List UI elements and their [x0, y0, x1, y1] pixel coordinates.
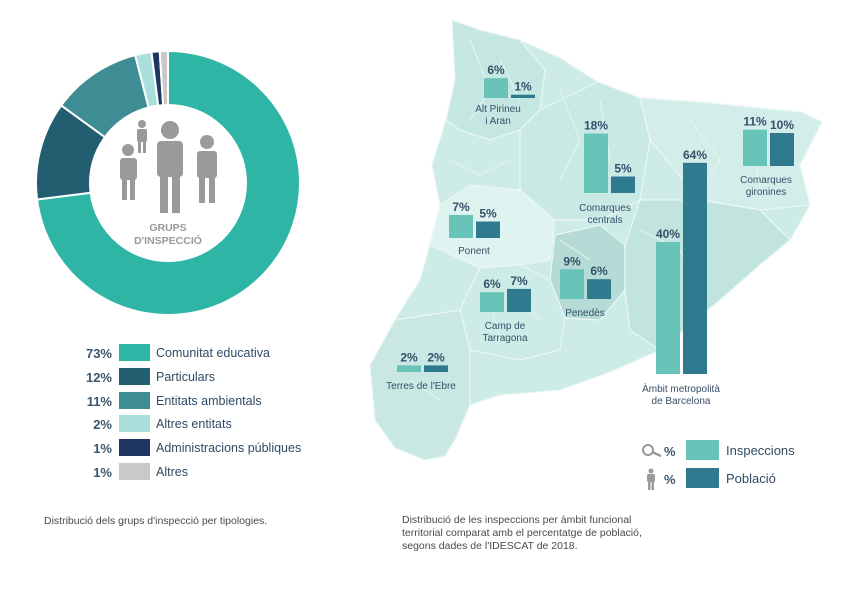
person-icon	[647, 468, 655, 490]
legend-value: 2%	[93, 417, 112, 433]
bar-value-label: 5%	[614, 162, 632, 176]
region-label: Camp de	[485, 321, 526, 332]
legend-swatch	[119, 462, 150, 480]
bar-value-label: 2%	[400, 350, 418, 364]
bar-inspeccions-3	[449, 214, 473, 238]
right-caption-line: territorial comparat amb el percentatge …	[402, 527, 642, 539]
legend-swatch	[686, 440, 719, 460]
bar-value-label: 18%	[584, 119, 608, 133]
legend-value: 1%	[93, 464, 112, 480]
legend-label: Comunitat educativa	[156, 346, 270, 360]
catalonia-map	[369, 19, 823, 461]
legend-value: 11%	[86, 393, 112, 409]
bar-value-label: 5%	[479, 207, 497, 221]
region-label: i Aran	[485, 116, 511, 127]
bar-value-label: 40%	[656, 227, 680, 241]
bar-value-label: 2%	[427, 350, 445, 364]
legend-label: Altres entitats	[156, 417, 232, 432]
legend-label: Administracions públiques	[156, 441, 302, 456]
legend-label: Entitats ambientals	[156, 393, 262, 408]
legend-item-administracions: 1% Administracions públiques	[62, 438, 322, 462]
legend-label: Població	[726, 471, 776, 486]
region-label: Tarragona	[482, 333, 527, 344]
bar-value-label: 9%	[563, 254, 581, 268]
bar-value-label: 6%	[487, 63, 505, 77]
bar-poblacio-2	[770, 133, 794, 166]
legend-item-ambientals: 11% Entitats ambientals	[62, 391, 322, 415]
region-label: Penedès	[565, 308, 604, 319]
bar-legend: % Inspeccions % Població	[640, 438, 840, 494]
legend-item-poblacio: % Població	[640, 466, 840, 494]
legend-item-particulars: 12% Particulars	[62, 367, 322, 391]
donut-slice-5	[158, 49, 169, 107]
legend-swatch	[119, 391, 150, 409]
legend-label: Particulars	[156, 369, 216, 384]
legend-pct: %	[664, 444, 676, 459]
left-caption: Distribució dels grups d'inspecció per t…	[44, 515, 268, 527]
legend-item-comunitat: 73% Comunitat educativa	[62, 343, 322, 367]
bar-value-label: 11%	[743, 115, 767, 129]
bar-value-label: 7%	[510, 274, 528, 288]
legend-swatch	[119, 415, 150, 433]
legend-swatch	[119, 344, 150, 361]
bar-poblacio-0	[511, 94, 535, 98]
bar-inspeccions-7	[397, 365, 421, 372]
region-label: Comarques	[579, 203, 631, 214]
legend-item-altres-entitats: 2% Altres entitats	[62, 414, 322, 438]
bar-value-label: 6%	[590, 264, 608, 278]
region-label: Alt Pirineu	[475, 104, 521, 115]
bar-poblacio-3	[476, 221, 500, 238]
legend-swatch	[119, 439, 150, 457]
bar-inspeccions-5	[480, 292, 504, 312]
center-label-line-1: GRUPS	[149, 222, 186, 234]
bar-poblacio-5	[507, 288, 531, 312]
legend-label: Altres	[156, 464, 188, 479]
bar-value-label: 1%	[514, 80, 532, 94]
bar-poblacio-7	[424, 365, 448, 372]
legend-value: 1%	[93, 441, 112, 457]
bar-poblacio-1	[611, 176, 635, 193]
donut-slice-0	[35, 49, 301, 316]
bar-inspeccions-4	[560, 269, 584, 299]
bar-inspeccions-0	[484, 78, 508, 98]
bar-inspeccions-1	[584, 133, 608, 193]
bar-inspeccions-6	[656, 242, 680, 374]
bar-poblacio-6	[683, 162, 707, 374]
bar-value-label: 64%	[683, 148, 707, 162]
legend-swatch	[686, 468, 719, 488]
region-label: gironines	[746, 187, 787, 198]
right-caption-line: Distribució de les inspeccions per àmbit…	[402, 514, 632, 526]
region-label: centrals	[587, 215, 622, 226]
magnifier-icon	[642, 444, 662, 458]
legend-value: 73%	[85, 346, 112, 361]
donut-legend: 73% Comunitat educativa 12% Particulars …	[62, 343, 322, 486]
region-label: Comarques	[740, 175, 792, 186]
region-label: Àmbit metropolità	[642, 382, 720, 395]
legend-value: 12%	[85, 369, 112, 385]
right-caption: Distribució de les inspeccions per àmbit…	[402, 514, 642, 553]
people-icon	[120, 120, 217, 213]
region-label: de Barcelona	[652, 396, 711, 407]
bar-value-label: 6%	[483, 277, 501, 291]
bar-value-label: 7%	[452, 200, 470, 214]
legend-item-inspeccions: % Inspeccions	[640, 438, 840, 466]
right-caption-line: segons dades de l'IDESCAT de 2018.	[402, 540, 578, 552]
legend-swatch	[119, 367, 150, 385]
region-label: Terres de l'Ebre	[386, 381, 456, 392]
region-label: Ponent	[458, 246, 490, 257]
legend-label: Inspeccions	[726, 443, 795, 458]
legend-pct: %	[664, 472, 676, 487]
legend-item-altres: 1% Altres	[62, 462, 322, 486]
center-label-line-2: D'INSPECCIÓ	[134, 234, 202, 247]
bar-poblacio-4	[587, 279, 611, 299]
bar-inspeccions-2	[743, 129, 767, 166]
bar-value-label: 10%	[770, 118, 794, 132]
